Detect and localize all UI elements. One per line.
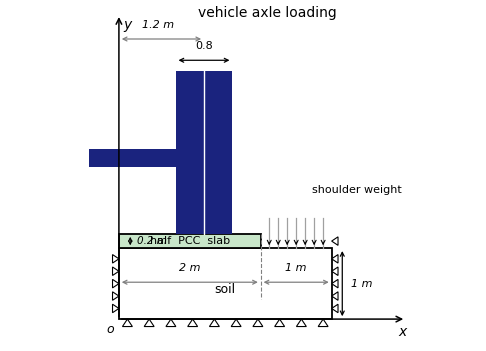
Polygon shape [331, 237, 338, 245]
Polygon shape [113, 279, 119, 288]
Polygon shape [331, 267, 338, 276]
Text: 0.2 m: 0.2 m [137, 236, 167, 246]
Polygon shape [144, 319, 154, 326]
Polygon shape [331, 292, 338, 300]
Bar [119, 234, 260, 248]
Text: shoulder weight: shoulder weight [312, 185, 401, 195]
Text: 1 m: 1 m [285, 263, 307, 273]
Polygon shape [318, 319, 328, 326]
Polygon shape [331, 254, 338, 263]
Polygon shape [113, 267, 119, 276]
Text: 2 m: 2 m [179, 263, 201, 273]
Polygon shape [209, 319, 219, 326]
Polygon shape [113, 304, 119, 313]
Polygon shape [231, 319, 241, 326]
Polygon shape [113, 292, 119, 300]
Bar [119, 248, 331, 319]
Bar [89, 149, 175, 167]
Text: 1.2 m: 1.2 m [142, 20, 174, 30]
Polygon shape [166, 319, 176, 326]
Bar [175, 71, 232, 234]
Polygon shape [188, 319, 198, 326]
Polygon shape [331, 279, 338, 288]
Polygon shape [296, 319, 306, 326]
Text: 0.8: 0.8 [195, 41, 213, 51]
Text: vehicle axle loading: vehicle axle loading [198, 6, 337, 20]
Text: half  PCC  slab: half PCC slab [150, 236, 230, 246]
Polygon shape [331, 304, 338, 313]
Polygon shape [275, 319, 285, 326]
Text: x: x [399, 325, 407, 339]
Text: y: y [123, 18, 131, 32]
Polygon shape [113, 254, 119, 263]
Polygon shape [122, 319, 132, 326]
Text: soil: soil [215, 283, 236, 296]
Text: 1 m: 1 m [351, 279, 373, 289]
Polygon shape [253, 319, 263, 326]
Text: o: o [106, 323, 114, 336]
